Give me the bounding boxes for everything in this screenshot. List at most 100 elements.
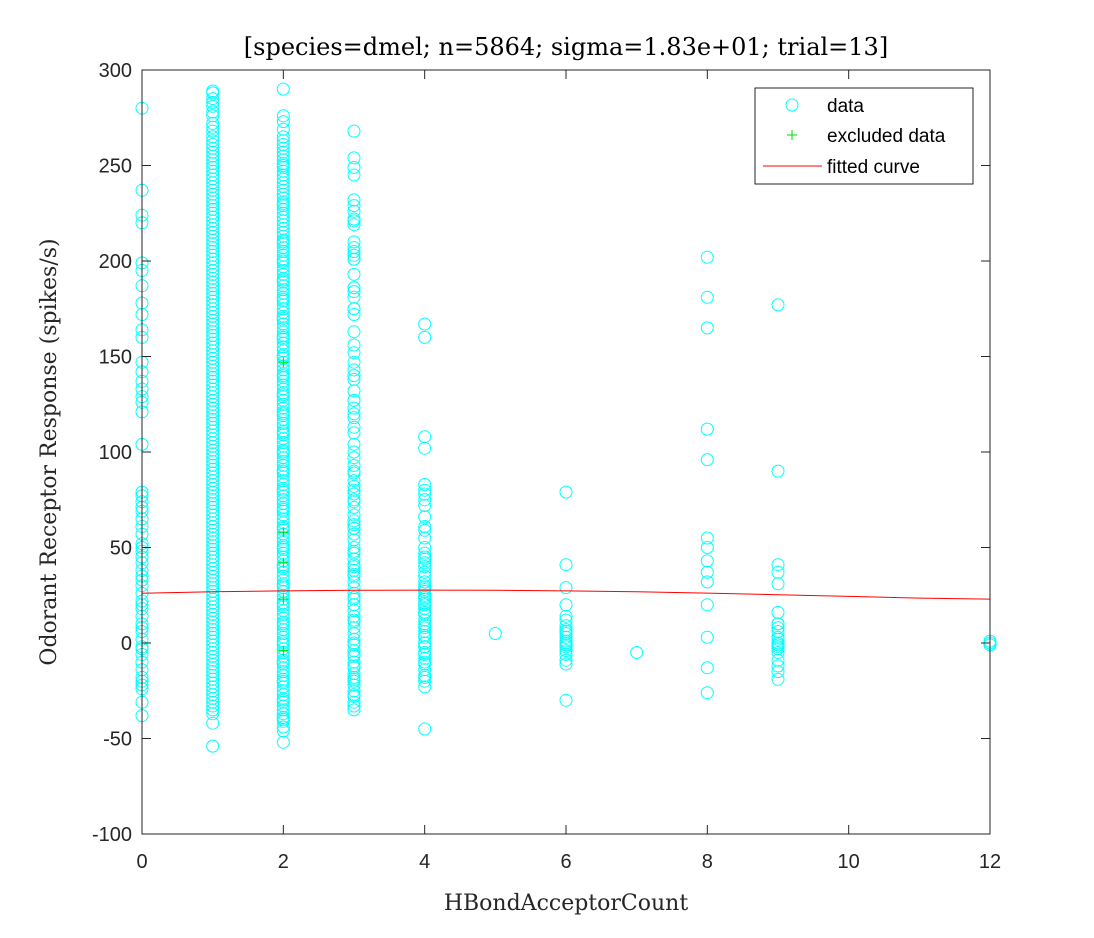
- y-tick-label: 150: [99, 347, 132, 369]
- legend-label-fit: fitted curve: [827, 157, 920, 178]
- data-point: [206, 489, 220, 503]
- data-point: [206, 581, 220, 595]
- data-point: [418, 330, 432, 344]
- data-point: [276, 669, 290, 682]
- data-point: [347, 688, 361, 702]
- data-point: [276, 294, 290, 308]
- data-point: [206, 134, 220, 148]
- data-point: [276, 630, 290, 644]
- data-point: [276, 416, 290, 430]
- data-point: [206, 405, 220, 419]
- data-point: [206, 344, 220, 358]
- y-tick-label: 200: [99, 251, 132, 273]
- y-tick-label: 50: [110, 538, 132, 560]
- data-point: [276, 172, 290, 186]
- excluded-point: [278, 594, 289, 605]
- data-point: [418, 584, 432, 598]
- data-point: [347, 500, 361, 514]
- legend-marker-data: [785, 98, 799, 112]
- data-point: [630, 646, 644, 659]
- x-tick-label: 6: [560, 851, 571, 873]
- data-point: [276, 164, 290, 178]
- data-point: [276, 311, 290, 325]
- data-point: [276, 478, 290, 491]
- y-tick-label: 300: [99, 60, 132, 82]
- data-point: [347, 252, 361, 266]
- data-point: [206, 649, 220, 663]
- data-point: [276, 180, 290, 193]
- data-point: [347, 479, 361, 493]
- data-point: [276, 325, 290, 339]
- data-point: [347, 458, 361, 472]
- data-point: [418, 605, 432, 619]
- data-point: [206, 627, 220, 640]
- data-point: [206, 351, 220, 365]
- data-point: [276, 617, 290, 631]
- data-point: [276, 388, 290, 402]
- data-point: [559, 638, 573, 652]
- data-point: [206, 642, 220, 656]
- data-point: [347, 267, 361, 281]
- data-point: [347, 355, 361, 369]
- data-point: [276, 464, 290, 478]
- data-point: [276, 340, 290, 354]
- data-point: [418, 575, 432, 589]
- data-point: [206, 466, 220, 480]
- data-point: [418, 478, 432, 491]
- data-point: [347, 474, 361, 488]
- data-point: [559, 558, 573, 572]
- x-tick-label: 8: [702, 851, 713, 873]
- data-point: [347, 235, 361, 249]
- data-point: [771, 558, 785, 572]
- data-point: [276, 623, 290, 637]
- data-point: [276, 409, 290, 423]
- data-point: [206, 542, 220, 556]
- data-point: [206, 382, 220, 396]
- data-point: [276, 279, 290, 293]
- data-point: [206, 176, 220, 190]
- data-point: [418, 565, 432, 579]
- data-point: [276, 256, 290, 270]
- data-point: [206, 699, 220, 713]
- legend-label-data: data: [827, 96, 864, 117]
- data-point: [276, 141, 290, 155]
- data-point: [206, 124, 220, 138]
- data-point: [418, 510, 432, 524]
- data-point: [206, 739, 220, 753]
- data-point: [206, 260, 220, 274]
- data-point: [276, 439, 290, 453]
- data-point: [206, 443, 220, 457]
- data-point: [347, 632, 361, 646]
- data-point: [206, 105, 220, 119]
- data-point: [418, 680, 432, 694]
- data-point: [276, 109, 290, 123]
- data-point: [206, 120, 220, 134]
- data-point: [347, 445, 361, 459]
- data-point: [418, 560, 432, 574]
- data-point: [347, 598, 361, 612]
- data-point: [206, 267, 220, 281]
- data-point: [206, 160, 220, 174]
- data-point: [700, 598, 714, 612]
- legend-marker-excluded: [787, 130, 797, 140]
- legend-label-excluded: excluded data: [827, 126, 946, 147]
- data-point: [347, 659, 361, 673]
- data-point: [347, 437, 361, 451]
- data-point: [347, 401, 361, 415]
- data-point: [206, 504, 220, 518]
- data-point: [206, 329, 220, 342]
- data-point: [771, 672, 785, 686]
- data-point: [347, 613, 361, 627]
- data-point: [206, 138, 220, 151]
- data-point: [206, 604, 220, 617]
- data-point: [206, 611, 220, 625]
- data-point: [347, 204, 361, 218]
- legend-box: [754, 87, 974, 185]
- data-point: [276, 302, 290, 316]
- data-point: [559, 693, 573, 707]
- data-point: [206, 665, 220, 679]
- data-point: [347, 411, 361, 425]
- data-point: [206, 619, 220, 633]
- chart-title: [species=dmel; n=5864; sigma=1.83e+01; t…: [244, 33, 888, 61]
- x-tick-label: 4: [419, 851, 430, 873]
